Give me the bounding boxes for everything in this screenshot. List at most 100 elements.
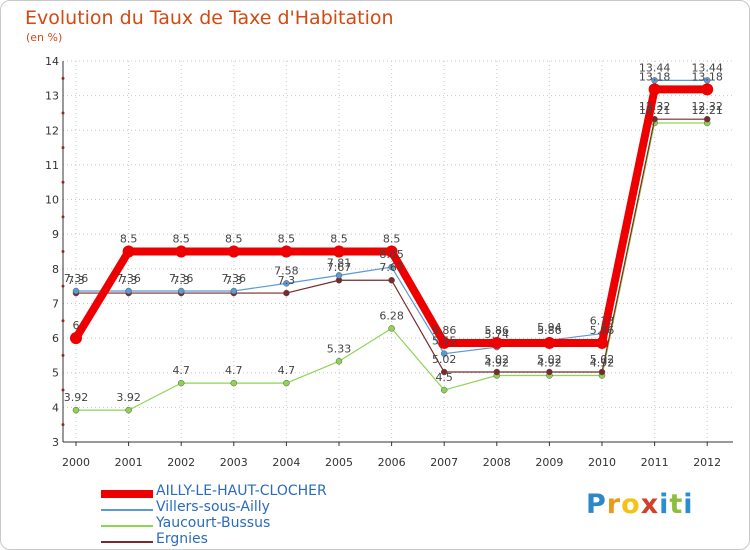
x-tick-label-2007: 2007 [430, 456, 458, 469]
x-tick-label-2009: 2009 [535, 456, 563, 469]
chart-subtitle: (en %) [26, 31, 63, 44]
x-tick-label-2010: 2010 [588, 456, 616, 469]
data-label-ergnies-2005: 7.67 [327, 261, 352, 274]
data-label-ailly-le-haut-clocher-2002: 8.5 [172, 233, 190, 246]
data-label-villers-sous-ailly-2009: 5.94 [537, 321, 562, 334]
x-tick-label-2011: 2011 [641, 456, 669, 469]
legend-swatch-ergnies [101, 541, 153, 543]
data-point-villers-sous-ailly-2005 [335, 272, 343, 279]
proxiti-letter: i [683, 489, 694, 520]
y-tick-label-5: 5 [52, 367, 59, 380]
x-tick-label-2008: 2008 [483, 456, 511, 469]
data-point-yaucourt-bussus-2001 [125, 406, 132, 414]
data-point-ergnies-2009 [546, 368, 553, 376]
data-point-ailly-le-haut-clocher-2009 [543, 336, 556, 349]
data-label-ergnies-2007: 5.02 [432, 353, 457, 366]
data-label-yaucourt-bussus-2007: 4.5 [435, 371, 453, 384]
data-label-ergnies-2000: 7.3 [67, 274, 85, 287]
legend-label-yaucourt: Yaucourt-Bussus [156, 515, 271, 531]
data-label-villers-sous-ailly-2004: 7.58 [274, 264, 299, 277]
data-label-yaucourt-bussus-2001: 3.92 [116, 391, 141, 404]
x-tick-label-2005: 2005 [325, 456, 353, 469]
data-label-yaucourt-bussus-2012: 12.21 [691, 104, 723, 117]
data-point-ailly-le-haut-clocher-2008 [490, 336, 503, 349]
data-point-villers-sous-ailly-2011 [651, 77, 658, 84]
proxiti-letter: P [586, 489, 607, 520]
data-point-ailly-le-haut-clocher-2005 [333, 245, 345, 258]
data-point-yaucourt-bussus-2003 [230, 379, 238, 387]
data-label-ailly-le-haut-clocher-2009: 5.86 [537, 324, 562, 337]
x-tick-label-2003: 2003 [220, 456, 248, 469]
legend-swatch-ailly [101, 490, 153, 498]
data-label-ergnies-2010: 5.02 [590, 353, 615, 366]
legend-swatch-villers [101, 509, 153, 511]
data-point-ergnies-2006 [388, 276, 395, 284]
proxiti-letter: i [659, 489, 670, 520]
data-label-villers-sous-ailly-2003: 7.36 [222, 272, 247, 285]
data-label-villers-sous-ailly-2008: 5.74 [485, 328, 510, 341]
data-label-ergnies-2001: 7.3 [120, 274, 138, 287]
data-label-villers-sous-ailly-2012: 13.44 [691, 61, 723, 74]
data-point-ailly-le-haut-clocher-2012 [701, 83, 714, 96]
data-point-villers-sous-ailly-2007 [440, 350, 448, 357]
y-tick-label-9: 9 [52, 228, 59, 241]
data-point-yaucourt-bussus-2004 [283, 379, 290, 387]
legend-label-ailly: AILLY-LE-HAUT-CLOCHER [156, 483, 327, 499]
data-label-ergnies-2004: 7.3 [278, 274, 296, 287]
data-point-yaucourt-bussus-2000 [72, 406, 80, 414]
data-label-yaucourt-bussus-2000: 3.92 [64, 391, 89, 404]
data-label-ailly-le-haut-clocher-2008: 5.86 [485, 324, 510, 337]
data-label-ailly-le-haut-clocher-2001: 8.5 [120, 233, 138, 246]
data-point-yaucourt-bussus-2006 [388, 325, 395, 332]
y-tick-label-14: 14 [45, 55, 59, 68]
data-label-yaucourt-bussus-2005: 5.33 [327, 342, 352, 355]
data-label-ailly-le-haut-clocher-2012: 13.18 [691, 70, 723, 83]
y-tick-label-10: 10 [45, 194, 59, 207]
chart-title: Evolution du Taux de Taxe d'Habitation [25, 7, 394, 29]
y-tick-label-7: 7 [52, 297, 59, 310]
data-label-ailly-le-haut-clocher-2000: 6 [73, 319, 80, 332]
data-point-villers-sous-ailly-2004 [283, 280, 290, 287]
data-label-yaucourt-bussus-2011: 12.21 [639, 104, 671, 117]
data-label-yaucourt-bussus-2009: 4.92 [537, 356, 562, 369]
data-label-villers-sous-ailly-2005: 7.81 [327, 256, 352, 269]
data-label-yaucourt-bussus-2002: 4.7 [172, 364, 190, 377]
legend-label-villers: Villers-sous-Ailly [156, 499, 270, 515]
data-label-villers-sous-ailly-2001: 7.36 [116, 272, 141, 285]
data-label-ailly-le-haut-clocher-2003: 8.5 [225, 233, 243, 246]
proxiti-letter: r [606, 489, 622, 520]
y-tick-label-12: 12 [45, 124, 59, 137]
data-point-villers-sous-ailly-2000 [72, 287, 80, 295]
proxiti-letter: x [640, 489, 660, 520]
x-tick-label-2001: 2001 [115, 456, 143, 469]
data-label-ergnies-2006: 7.67 [379, 261, 404, 274]
data-point-ailly-le-haut-clocher-2011 [648, 83, 661, 96]
data-point-ailly-le-haut-clocher-2003 [227, 245, 240, 258]
data-point-ailly-le-haut-clocher-2007 [438, 336, 451, 349]
data-point-ailly-le-haut-clocher-2006 [385, 245, 398, 258]
data-label-yaucourt-bussus-2010: 4.92 [590, 356, 615, 369]
data-point-yaucourt-bussus-2002 [177, 379, 185, 387]
data-point-ailly-le-haut-clocher-2000 [70, 332, 82, 345]
data-label-yaucourt-bussus-2008: 4.92 [485, 356, 510, 369]
data-point-villers-sous-ailly-2002 [177, 287, 185, 295]
data-point-villers-sous-ailly-2001 [125, 287, 132, 295]
x-tick-label-2006: 2006 [378, 456, 406, 469]
data-point-ergnies-2010 [598, 368, 606, 376]
x-tick-label-2012: 2012 [693, 456, 721, 469]
data-point-villers-sous-ailly-2006 [388, 263, 395, 271]
proxiti-logo: Proxiti [586, 489, 694, 520]
data-point-ergnies-2004 [283, 289, 290, 297]
x-tick-label-2002: 2002 [167, 456, 195, 469]
data-point-ailly-le-haut-clocher-2010 [596, 336, 608, 349]
y-tick-label-8: 8 [52, 263, 59, 276]
data-point-ergnies-2007 [440, 368, 448, 376]
data-label-ailly-le-haut-clocher-2005: 8.5 [330, 233, 348, 246]
legend-label-ergnies: Ergnies [156, 531, 208, 547]
data-point-ergnies-2012 [703, 115, 711, 123]
data-label-villers-sous-ailly-2000: 7.36 [64, 272, 89, 285]
y-tick-label-13: 13 [45, 90, 59, 103]
data-label-ailly-le-haut-clocher-2007: 5.86 [432, 324, 457, 337]
